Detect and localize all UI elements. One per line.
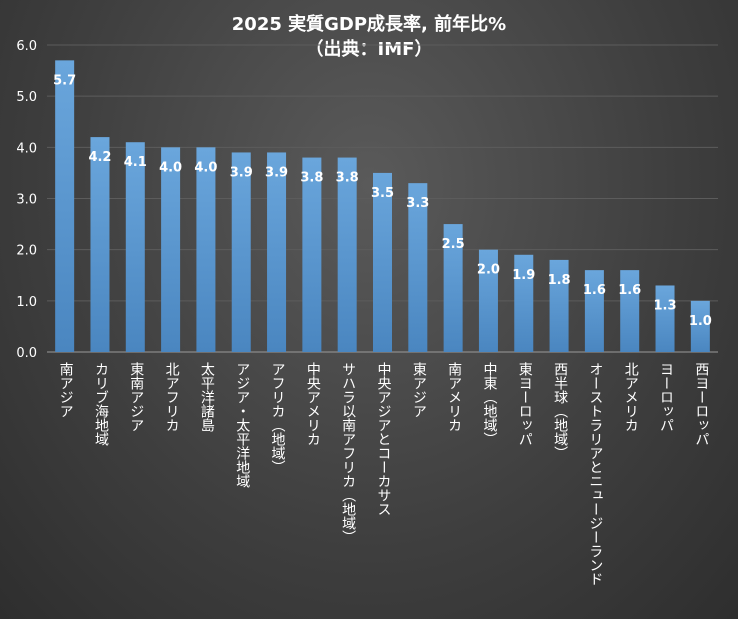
data-label: 3.3: [406, 196, 429, 211]
data-label: 4.0: [159, 160, 182, 175]
y-tick-label: 3.0: [16, 193, 37, 208]
x-tick-label: ヨーロッパ: [658, 362, 675, 432]
bar: [443, 224, 463, 352]
data-label: 1.0: [689, 314, 712, 329]
data-label: 4.2: [88, 150, 111, 165]
bar: [55, 60, 75, 352]
chart-title: 2025 実質GDP成長率, 前年比% （出典：IMF）: [0, 12, 738, 62]
x-tick-label: アフリカ（地域）: [269, 362, 286, 474]
x-tick-label: 中央アジアとコーカサス: [375, 362, 392, 516]
x-tick-label: 東アジア: [410, 362, 427, 418]
x-tick-label: 南アメリカ: [446, 362, 463, 432]
bar: [231, 152, 251, 352]
x-tick-label: 東南アジア: [128, 362, 145, 432]
bar: [478, 249, 498, 352]
data-label: 5.7: [53, 73, 76, 88]
data-label: 1.9: [512, 268, 535, 283]
data-label: 3.9: [265, 165, 288, 180]
x-tick-label: オーストラリアとニュージーランド: [587, 362, 604, 586]
data-label: 3.5: [371, 186, 394, 201]
data-label: 1.8: [548, 273, 571, 288]
y-tick-label: 4.0: [16, 141, 37, 156]
bar: [655, 285, 675, 352]
data-label: 3.8: [300, 171, 323, 186]
bar: [125, 142, 145, 352]
x-tick-label: 西ヨーロッパ: [693, 362, 710, 446]
x-tick-label: カリブ海地域: [92, 362, 109, 446]
bar: [549, 259, 569, 352]
data-label: 3.8: [336, 171, 359, 186]
y-tick-label: 5.0: [16, 90, 37, 105]
data-label: 1.3: [654, 298, 677, 313]
bar: [620, 270, 640, 352]
data-label: 4.0: [194, 160, 217, 175]
y-tick-label: 6.0: [16, 39, 37, 54]
x-tick-label: 中東（地域）: [481, 362, 498, 446]
x-tick-label: 中央アメリカ: [304, 362, 321, 446]
x-tick-label: 西半球（地域）: [552, 362, 569, 460]
y-tick-label: 0.0: [16, 346, 37, 361]
y-tick-label: 2.0: [16, 244, 37, 259]
bar: [584, 270, 604, 352]
data-label: 4.1: [124, 155, 147, 170]
subtitle-text: （出典：IMF）: [305, 39, 433, 60]
data-label: 1.6: [618, 283, 641, 298]
data-label: 2.5: [442, 237, 465, 252]
x-tick-label: アジア・太平洋地域: [234, 362, 251, 488]
x-tick-label: 北アフリカ: [163, 362, 180, 432]
bar: [690, 300, 710, 352]
x-tick-label: 東ヨーロッパ: [516, 362, 533, 446]
x-tick-label: サハラ以南アフリカ（地域）: [340, 362, 357, 544]
bar: [90, 137, 110, 352]
bar: [196, 147, 216, 352]
bar: [161, 147, 181, 352]
title-text: 2025 実質GDP成長率, 前年比%: [231, 14, 507, 35]
bar: [408, 183, 428, 352]
x-tick-label: 北アメリカ: [622, 362, 639, 432]
bar: [514, 254, 534, 352]
bar: [267, 152, 287, 352]
y-tick-label: 1.0: [16, 295, 37, 310]
bar: [337, 157, 357, 352]
data-label: 3.9: [230, 165, 253, 180]
x-tick-label: 南アジア: [57, 362, 74, 418]
bar: [373, 172, 392, 352]
bar: [302, 157, 322, 352]
data-label: 1.6: [583, 283, 606, 298]
x-tick-label: 太平洋諸島: [198, 362, 215, 432]
data-label: 2.0: [477, 263, 500, 278]
